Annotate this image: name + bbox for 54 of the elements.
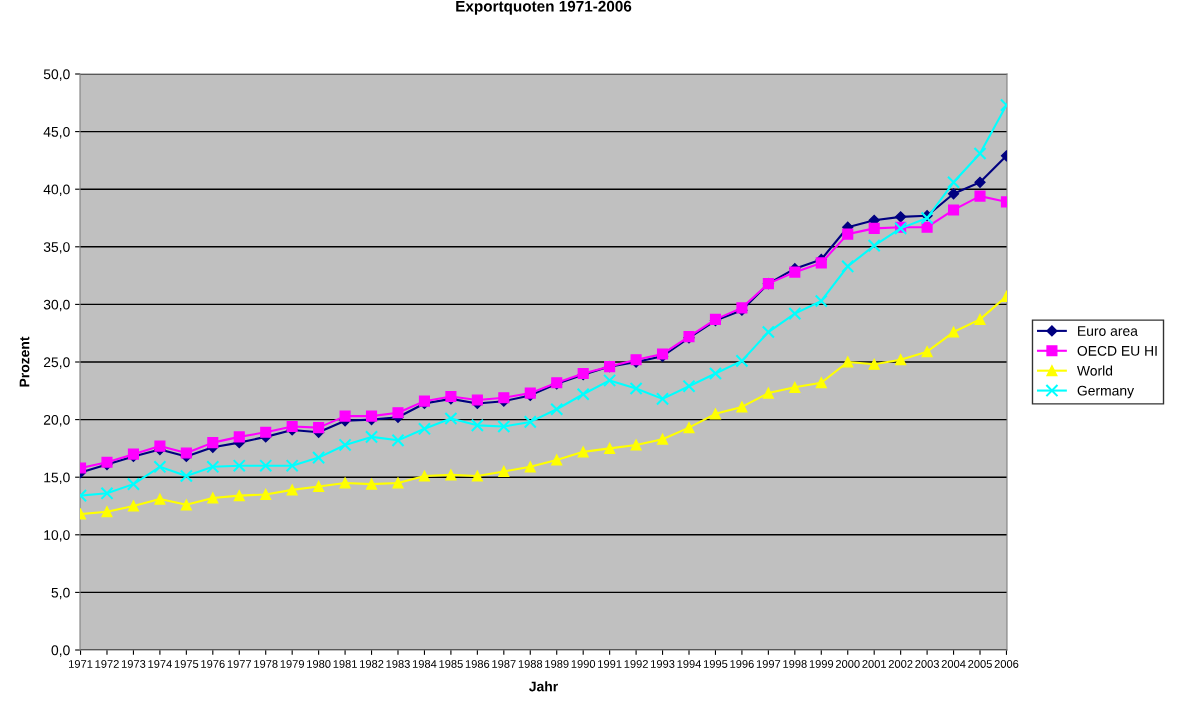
x-tick-label: 1981 — [333, 660, 357, 668]
y-tick-label: 20,0 — [43, 414, 70, 427]
y-tick-label: 15,0 — [44, 472, 70, 485]
x-tick-label: 2005 — [968, 660, 992, 668]
x-tick-label: 1979 — [280, 660, 305, 668]
x-tick-label: 2002 — [888, 660, 913, 668]
x-tick-label: 1997 — [756, 660, 781, 668]
x-tick-label: 1982 — [360, 660, 384, 668]
x-tick-label: 1985 — [439, 660, 463, 668]
x-tick-label: 1990 — [571, 660, 596, 668]
x-tick-label: 1973 — [121, 660, 146, 668]
legend-label: Euro area — [1078, 326, 1138, 336]
x-tick-label: 1993 — [651, 660, 675, 668]
x-tick-label: 1987 — [492, 660, 516, 668]
x-tick-label: 1980 — [307, 660, 331, 668]
x-tick-label: 1999 — [809, 660, 834, 668]
x-tick-label: 1998 — [783, 660, 807, 668]
y-tick-label: 40,0 — [43, 184, 70, 197]
y-tick-label: 0,0 — [51, 645, 70, 657]
y-tick-label: 10,0 — [44, 530, 70, 542]
x-tick-label: 1991 — [598, 660, 622, 668]
x-tick-label: 1977 — [227, 660, 252, 668]
x-tick-label: 1986 — [465, 660, 490, 668]
y-tick-label: 5,0 — [51, 587, 70, 600]
x-tick-label: 2004 — [941, 660, 966, 668]
y-tick-label: 35,0 — [43, 242, 70, 254]
x-tick-label: 1996 — [730, 660, 754, 668]
chart-title: Exportquoten 1971-2006 — [456, 0, 632, 15]
x-tick-label: 1974 — [148, 660, 172, 668]
x-tick-label: 1988 — [518, 660, 543, 668]
x-tick-label: 2000 — [835, 660, 860, 668]
x-tick-label: 1992 — [624, 660, 648, 668]
x-tick-label: 2006 — [994, 660, 1019, 668]
y-tick-label: 50,0 — [43, 69, 70, 81]
x-tick-label: 1994 — [677, 660, 702, 668]
legend-label: World — [1076, 365, 1113, 376]
x-tick-label: 1995 — [703, 660, 728, 668]
legend-label: Germany — [1077, 385, 1135, 399]
x-tick-label: 1976 — [201, 660, 225, 668]
x-tick-label: 2003 — [915, 660, 939, 668]
x-tick-label: 1984 — [412, 660, 437, 668]
x-axis-title: Jahr — [529, 681, 558, 692]
legend-label: OECD EU HI — [1077, 345, 1157, 356]
y-tick-label: 25,0 — [43, 357, 70, 369]
y-tick-label: 45,0 — [43, 126, 70, 139]
y-axis-title: Prozent — [19, 336, 30, 387]
x-tick-label: 1978 — [254, 660, 278, 668]
x-tick-label: 1971 — [69, 660, 93, 668]
x-tick-label: 1983 — [386, 660, 410, 668]
x-tick-label: 1989 — [545, 660, 569, 668]
x-tick-label: 1975 — [174, 660, 199, 668]
x-tick-label: 2001 — [862, 660, 887, 668]
y-tick-label: 30,0 — [43, 299, 70, 312]
x-tick-label: 1972 — [95, 660, 119, 668]
